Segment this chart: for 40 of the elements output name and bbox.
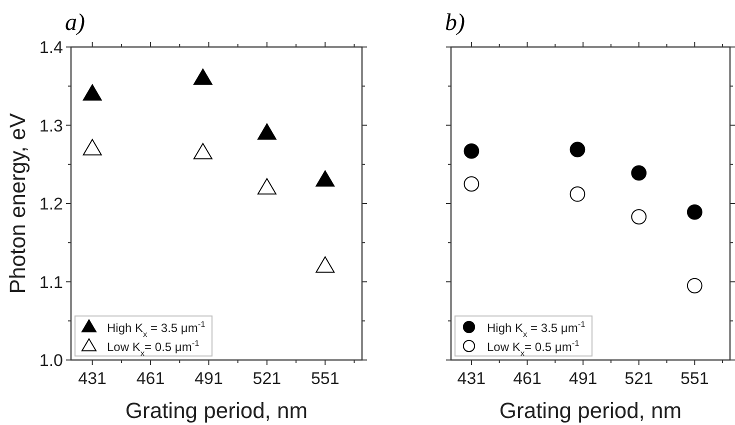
- chart-title: b): [445, 10, 465, 36]
- point: [193, 68, 212, 85]
- x-axis-title: Grating period, nm: [125, 398, 308, 423]
- x-tick-label: 491: [568, 369, 598, 388]
- point: [631, 165, 647, 181]
- point: [686, 278, 702, 294]
- x-tick-label: 431: [457, 369, 486, 388]
- point: [193, 142, 212, 160]
- x-tick-label: 551: [680, 369, 709, 388]
- legend-label: High K$_{x}$ = 3.5 μm$^{-1}$: [107, 319, 206, 339]
- y-tick-label: 1.0: [39, 351, 63, 370]
- point: [570, 186, 586, 202]
- x-tick-label: 521: [624, 369, 654, 388]
- point: [464, 143, 480, 159]
- x-tick-label: 521: [252, 369, 282, 388]
- point: [257, 123, 276, 140]
- y-tick-label: 1.2: [39, 194, 63, 214]
- chart-title: a): [65, 10, 85, 36]
- legend-label: Low K$_{x}$= 0.5 μm$^{-1}$: [107, 338, 200, 358]
- y-axis-title: Photon energy, eV: [5, 112, 30, 294]
- x-tick-label: 551: [310, 369, 340, 388]
- point: [82, 84, 102, 101]
- x-tick-label: 431: [78, 369, 107, 388]
- point: [257, 178, 276, 194]
- point: [316, 170, 335, 187]
- point: [570, 142, 586, 158]
- legend-label: Low K$_{x}$= 0.5 μm$^{-1}$: [487, 338, 580, 358]
- x-tick-label: 491: [194, 369, 223, 388]
- point: [464, 176, 480, 192]
- x-axis-title: Grating period, nm: [499, 398, 682, 423]
- point: [631, 209, 647, 225]
- point: [316, 256, 335, 273]
- y-tick-label: 1.4: [39, 38, 63, 57]
- y-tick-label: 1.1: [39, 272, 63, 292]
- x-tick-label: 461: [513, 369, 542, 388]
- point: [686, 204, 702, 220]
- legend-label: High K$_{x}$ = 3.5 μm$^{-1}$: [487, 319, 586, 339]
- y-tick-label: 1.3: [39, 116, 63, 136]
- point: [82, 139, 102, 156]
- x-tick-label: 461: [136, 369, 165, 388]
